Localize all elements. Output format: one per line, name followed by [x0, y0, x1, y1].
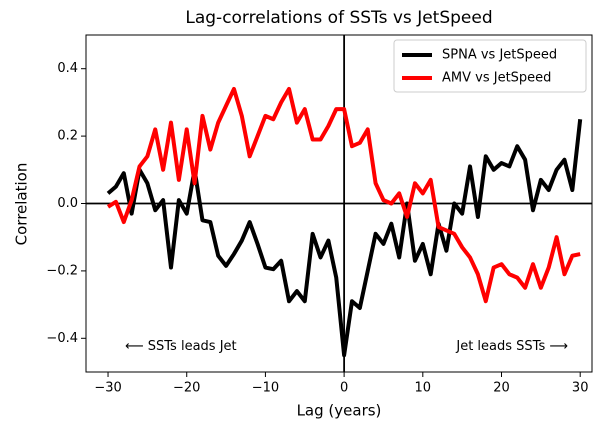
y-tick-label: 0.2 — [57, 129, 78, 144]
y-tick-label: 0.4 — [57, 61, 78, 76]
plot-frame — [85, 34, 593, 373]
legend-label: SPNA vs JetSpeed — [442, 48, 557, 63]
y-axis-label: Correlation — [13, 163, 31, 246]
x-tick-label: 30 — [572, 381, 589, 396]
legend-label: AMV vs JetSpeed — [442, 71, 551, 86]
chart-title: Lag-correlations of SSTs vs JetSpeed — [185, 8, 492, 28]
annotation: ⟵ SSTs leads Jet — [125, 339, 237, 354]
y-tick-label: −0.4 — [46, 331, 78, 346]
x-tick-label: −30 — [94, 381, 121, 396]
y-tick-label: 0.0 — [57, 196, 78, 211]
legend-box — [393, 39, 587, 93]
x-tick-label: 0 — [340, 381, 348, 396]
x-tick-label: −10 — [252, 381, 279, 396]
x-tick-label: 20 — [493, 381, 510, 396]
series-line — [106, 119, 583, 358]
series-line — [106, 86, 581, 304]
annotation: Jet leads SSTs ⟶ — [455, 339, 568, 354]
x-tick-label: 10 — [415, 381, 432, 396]
x-axis-label: Lag (years) — [297, 402, 382, 420]
x-tick-label: −20 — [173, 381, 200, 396]
y-tick-label: −0.2 — [46, 263, 78, 278]
